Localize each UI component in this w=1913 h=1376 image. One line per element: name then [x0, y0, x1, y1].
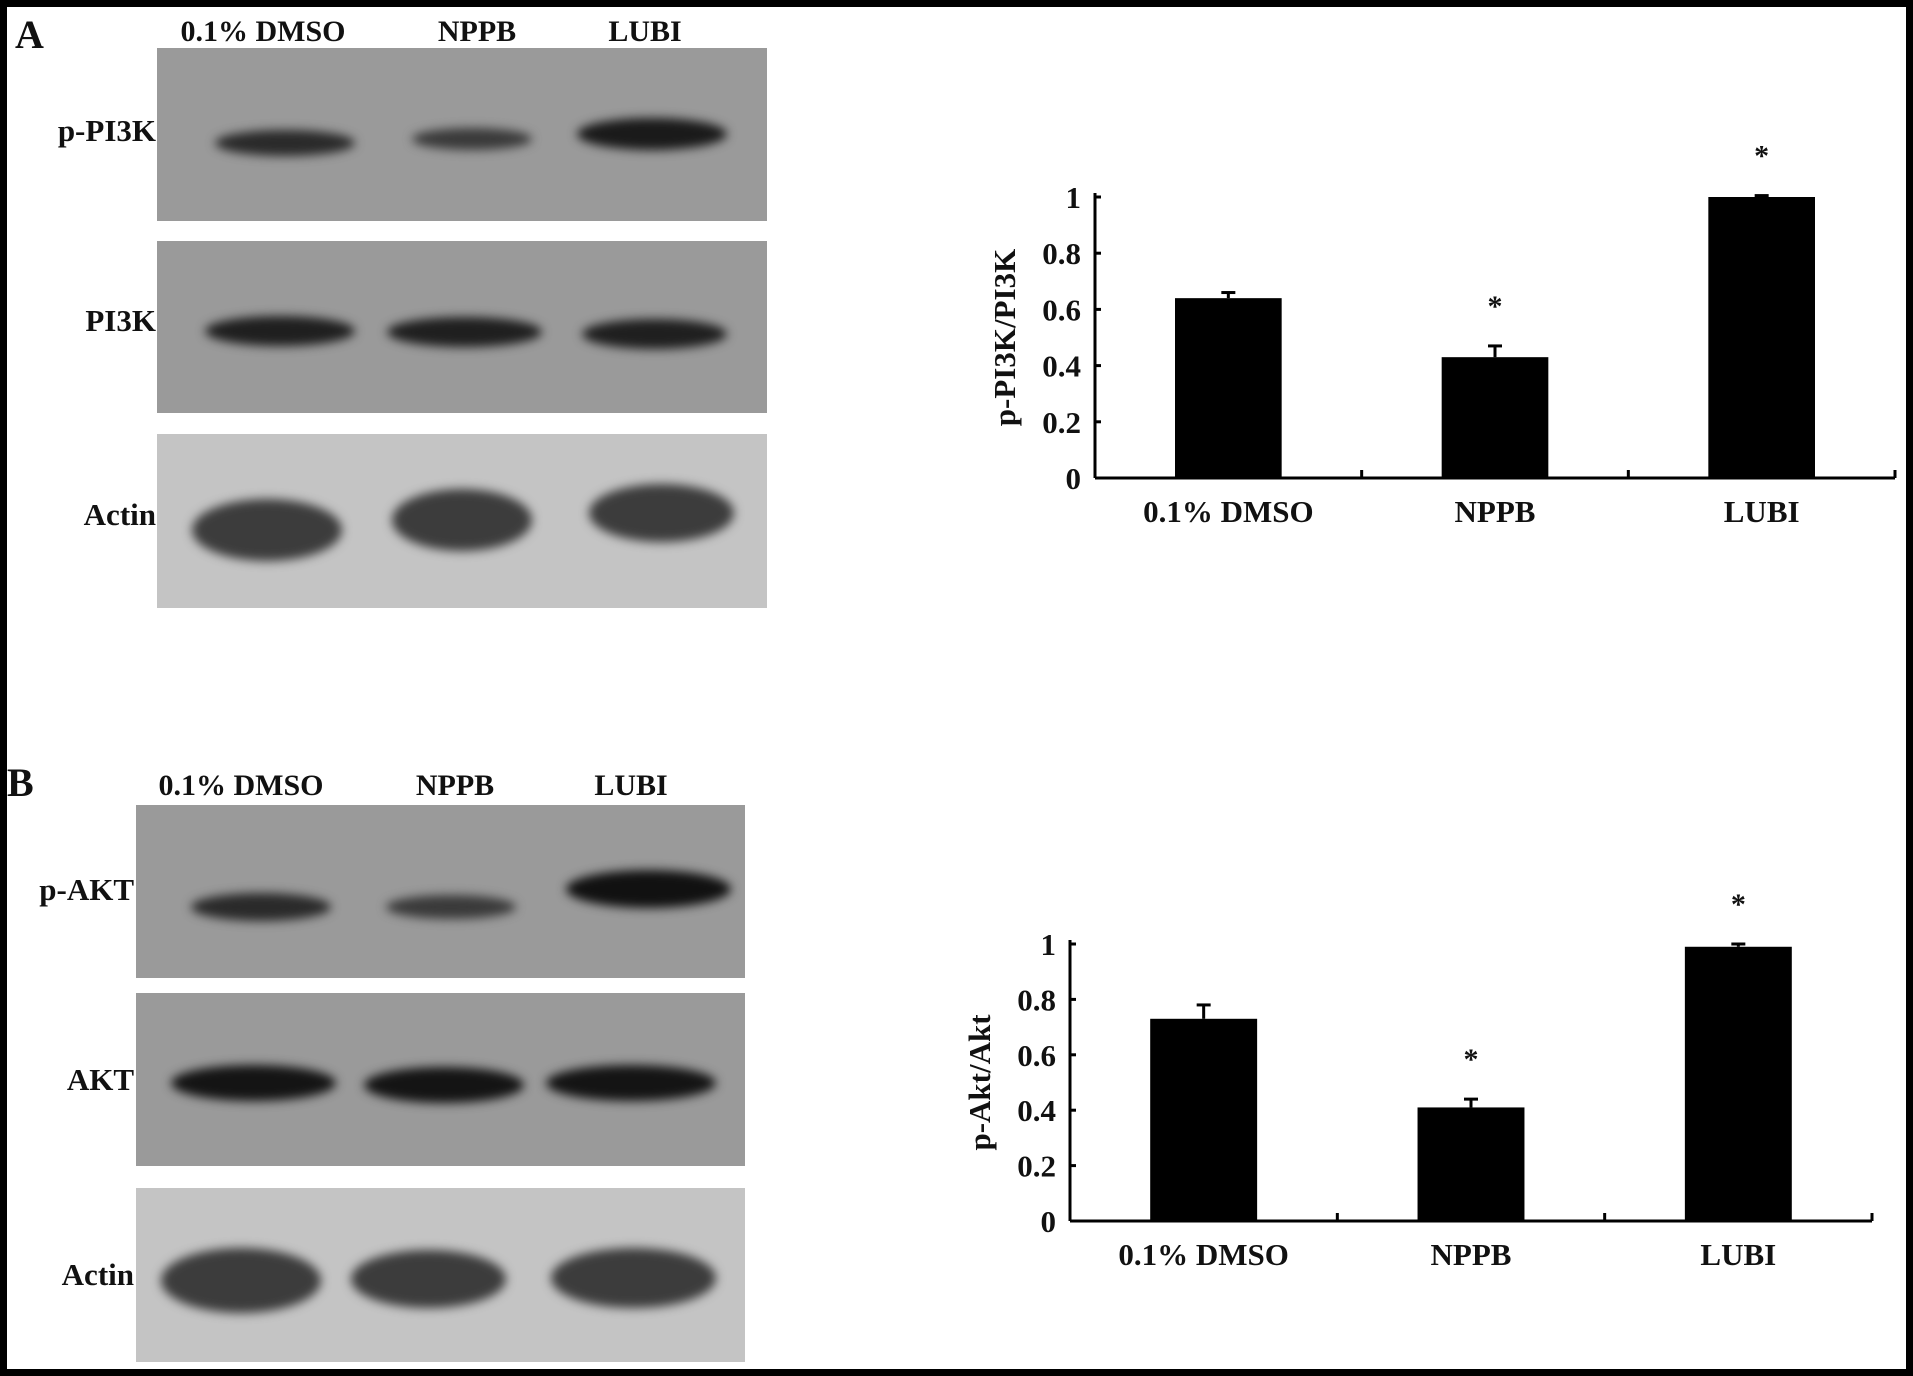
figure-canvas: A 0.1% DMSO NPPB LUBI p-PI3K PI3K Actin … [7, 7, 1906, 1369]
chart-a-x-tick-label-0: 0.1% DMSO [1143, 494, 1314, 529]
panel-a-letter: A [15, 12, 44, 57]
chart-b-y-tick-label: 0.4 [1017, 1093, 1056, 1128]
band [386, 895, 516, 919]
chart-a-y-tick-label: 1 [1066, 180, 1082, 215]
chart-a-y-tick-label: 0.2 [1042, 405, 1081, 440]
band [546, 1065, 716, 1101]
chart-a-bar-1 [1441, 357, 1549, 478]
band [577, 118, 727, 150]
band [582, 319, 727, 349]
band [192, 499, 342, 561]
chart-b-bar-0 [1150, 1018, 1258, 1221]
chart-a-y-tick-label: 0.8 [1042, 236, 1081, 271]
band [392, 489, 532, 551]
band [589, 484, 734, 542]
blot-akt [136, 993, 745, 1166]
band [171, 1065, 336, 1101]
chart-b-y-tick-label: 0.2 [1017, 1149, 1056, 1184]
chart-b-y-tick-label: 0 [1041, 1204, 1057, 1239]
chart-b-significance-marker-2: * [1731, 888, 1746, 921]
blot-actin-a [157, 434, 767, 608]
band [364, 1067, 524, 1103]
chart-b-significance-marker-1: * [1464, 1043, 1479, 1076]
panel-b-row-label-p-akt: p-AKT [39, 872, 134, 907]
panel-b-letter: B [7, 760, 34, 805]
panel-b-row-label-actin: Actin [61, 1257, 134, 1292]
chart-a-bar-2 [1708, 197, 1815, 478]
chart-b-bar-2 [1684, 946, 1792, 1221]
bar-charts: 0 0.2 0.4 0.6 0.8 1 p-PI3K/PI3K 0.1% DMSO * NPPB *… [962, 140, 1897, 1272]
panel-a-lane-label-dmso: 0.1% DMSO [180, 15, 346, 48]
chart-b-x-tick-label-2: LUBI [1700, 1237, 1776, 1272]
band [191, 893, 331, 921]
panel-a-row-label-pi3k: PI3K [85, 303, 156, 338]
chart-a-y-tick-label: 0 [1066, 461, 1082, 496]
band [551, 1248, 716, 1308]
chart-b-y-tick-label: 0.6 [1017, 1038, 1056, 1073]
chart-b-x-tick-label-0: 0.1% DMSO [1118, 1237, 1289, 1272]
panel-b-lane-label-nppb: NPPB [415, 769, 495, 802]
panel-a-row-label-p-pi3k: p-PI3K [57, 113, 156, 148]
chart-a-x-tick-label-1: NPPB [1455, 494, 1536, 529]
panel-a-lane-label-lubi: LUBI [608, 15, 682, 48]
chart-b-x-tick-label-1: NPPB [1431, 1237, 1512, 1272]
chart-a-y-axis-label: p-PI3K/PI3K [987, 249, 1022, 426]
band [412, 128, 532, 150]
panel-a-row-label-actin: Actin [83, 497, 156, 532]
band [566, 870, 731, 908]
band [215, 130, 355, 156]
blot-actin-b [136, 1188, 745, 1362]
chart-a-x-tick-label-2: LUBI [1724, 494, 1800, 529]
chart-b-y-axis-label: p-Akt/Akt [962, 1014, 997, 1151]
chart-a-y-tick-label: 0.4 [1042, 349, 1081, 384]
band [351, 1250, 506, 1308]
chart-a-significance-marker-2: * [1754, 140, 1769, 173]
panel-b-lane-label-lubi: LUBI [594, 769, 668, 802]
panel-a-lane-label-nppb: NPPB [437, 15, 517, 48]
band [205, 316, 355, 346]
chart-a-bar-0 [1175, 298, 1282, 478]
panel-b-row-label-akt: AKT [66, 1062, 134, 1097]
chart-b-bar-1 [1417, 1107, 1525, 1221]
chart-a-y-tick-label: 0.6 [1042, 292, 1081, 327]
blot-p-pi3k [157, 48, 767, 221]
blot-p-akt [136, 805, 745, 978]
band [387, 317, 542, 347]
band [161, 1248, 321, 1313]
chart-a-significance-marker-1: * [1488, 290, 1503, 323]
chart-b-y-tick-label: 1 [1041, 927, 1057, 962]
panel-b-lane-label-dmso: 0.1% DMSO [158, 769, 324, 802]
chart-b-y-tick-label: 0.8 [1017, 982, 1056, 1017]
blot-pi3k [157, 241, 767, 413]
